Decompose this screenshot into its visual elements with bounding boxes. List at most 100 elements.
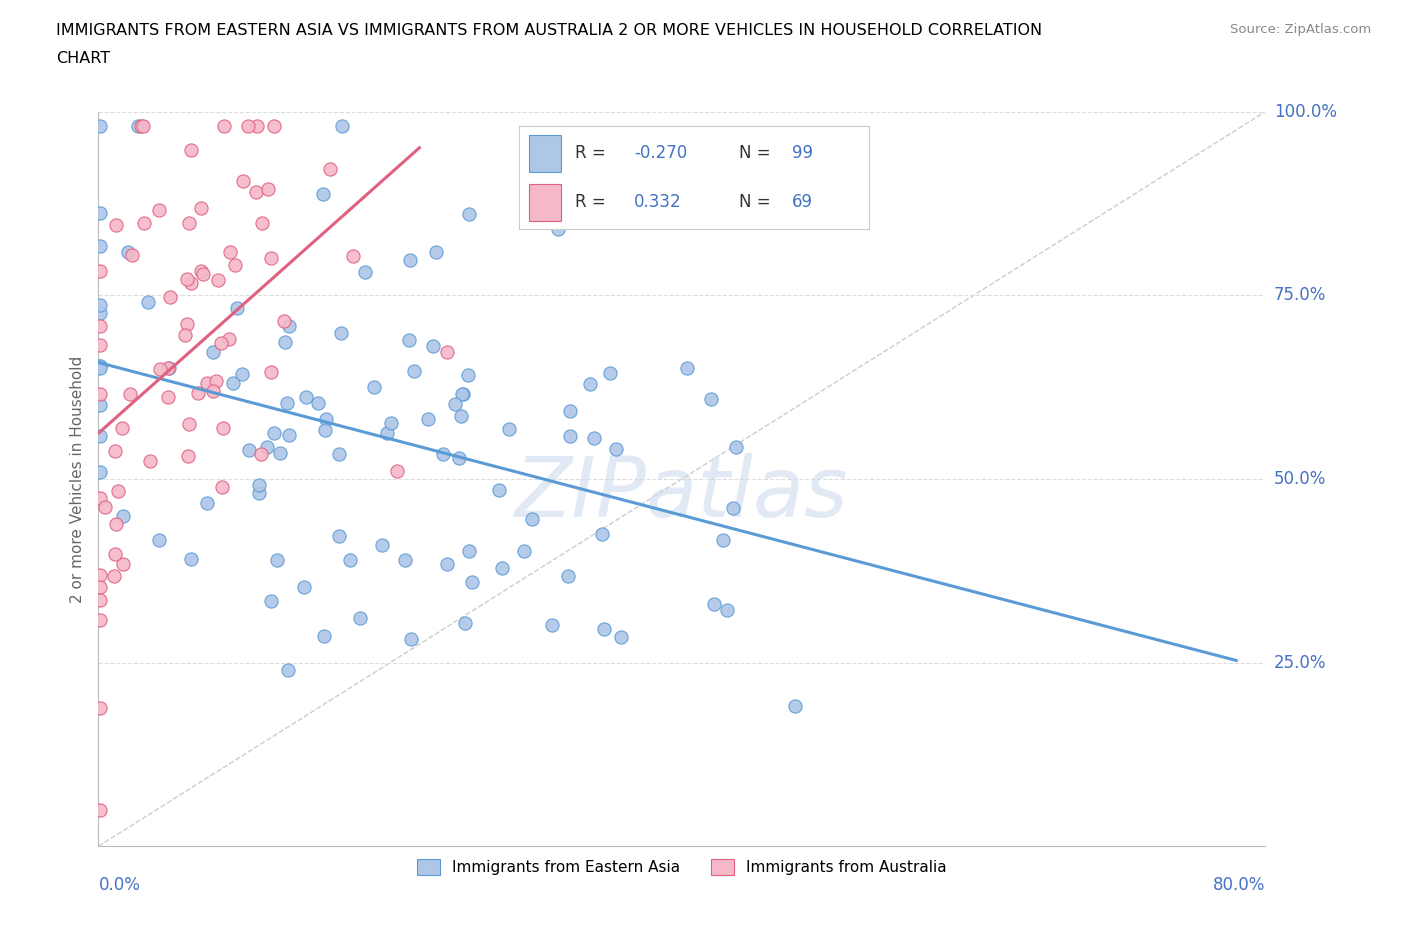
Point	[260, 594, 283, 609]
Point	[245, 185, 267, 200]
Point	[450, 408, 472, 423]
Point	[94, 499, 117, 514]
Point	[451, 386, 474, 401]
Point	[700, 392, 723, 406]
Point	[292, 579, 315, 594]
Point	[319, 162, 342, 177]
Point	[89, 592, 111, 607]
Point	[702, 597, 724, 612]
Text: 25.0%: 25.0%	[1274, 654, 1326, 671]
Legend: Immigrants from Eastern Asia, Immigrants from Australia: Immigrants from Eastern Asia, Immigrants…	[409, 852, 955, 883]
Point	[221, 376, 243, 391]
Point	[104, 444, 127, 458]
Point	[179, 216, 201, 231]
Point	[89, 613, 111, 628]
Point	[211, 479, 233, 494]
Point	[314, 422, 336, 437]
Point	[89, 567, 111, 582]
Point	[238, 119, 260, 134]
Point	[277, 428, 299, 443]
Point	[436, 345, 458, 360]
Point	[148, 203, 170, 218]
Point	[218, 331, 240, 346]
Point	[444, 396, 467, 411]
Point	[156, 360, 179, 375]
Point	[121, 247, 143, 262]
Point	[785, 698, 807, 713]
Point	[263, 425, 285, 440]
Text: 0.0%: 0.0%	[98, 876, 141, 894]
Point	[212, 119, 235, 134]
Point	[269, 445, 291, 460]
Point	[156, 390, 179, 405]
Point	[238, 443, 260, 458]
Point	[329, 326, 352, 341]
Point	[273, 313, 295, 328]
Point	[89, 429, 111, 444]
Point	[107, 484, 129, 498]
Point	[111, 556, 134, 571]
Point	[354, 264, 377, 279]
Point	[157, 360, 180, 375]
Point	[579, 377, 602, 392]
Point	[399, 253, 422, 268]
Point	[454, 615, 477, 630]
Point	[89, 305, 111, 320]
Point	[129, 119, 152, 134]
Point	[425, 245, 447, 259]
Point	[205, 374, 228, 389]
Point	[112, 509, 135, 524]
Point	[190, 263, 212, 278]
Point	[315, 412, 337, 427]
Text: CHART: CHART	[56, 51, 110, 66]
Point	[266, 552, 288, 567]
Point	[174, 327, 197, 342]
Point	[187, 385, 209, 400]
Point	[422, 339, 444, 353]
Point	[250, 446, 273, 461]
Point	[207, 272, 229, 287]
Point	[447, 450, 470, 465]
Point	[394, 553, 416, 568]
Point	[104, 218, 127, 232]
Point	[416, 412, 439, 427]
Point	[458, 206, 481, 221]
Point	[591, 526, 613, 541]
Point	[547, 222, 569, 237]
Point	[117, 245, 139, 259]
Point	[457, 368, 479, 383]
Point	[148, 532, 170, 547]
Point	[404, 364, 426, 379]
Point	[176, 316, 198, 331]
Point	[89, 338, 111, 352]
Point	[212, 420, 235, 435]
Text: 75.0%: 75.0%	[1274, 286, 1326, 304]
Point	[557, 568, 579, 583]
Point	[401, 631, 423, 646]
Point	[461, 575, 484, 590]
Point	[363, 379, 385, 394]
Point	[176, 272, 198, 286]
Point	[195, 496, 218, 511]
Point	[582, 431, 605, 445]
Point	[278, 319, 301, 334]
Point	[451, 386, 474, 401]
Text: 100.0%: 100.0%	[1274, 102, 1337, 121]
Point	[339, 552, 361, 567]
Point	[724, 440, 747, 455]
Point	[89, 700, 111, 715]
Text: 50.0%: 50.0%	[1274, 470, 1326, 488]
Point	[295, 389, 318, 404]
Point	[89, 239, 111, 254]
Text: IMMIGRANTS FROM EASTERN ASIA VS IMMIGRANTS FROM AUSTRALIA 2 OR MORE VEHICLES IN : IMMIGRANTS FROM EASTERN ASIA VS IMMIGRAN…	[56, 23, 1042, 38]
Point	[138, 454, 160, 469]
Point	[513, 543, 536, 558]
Point	[89, 206, 111, 220]
Point	[89, 387, 111, 402]
Point	[89, 397, 111, 412]
Point	[328, 528, 350, 543]
Point	[259, 251, 281, 266]
Point	[180, 551, 202, 566]
Point	[380, 416, 402, 431]
Point	[89, 119, 111, 134]
